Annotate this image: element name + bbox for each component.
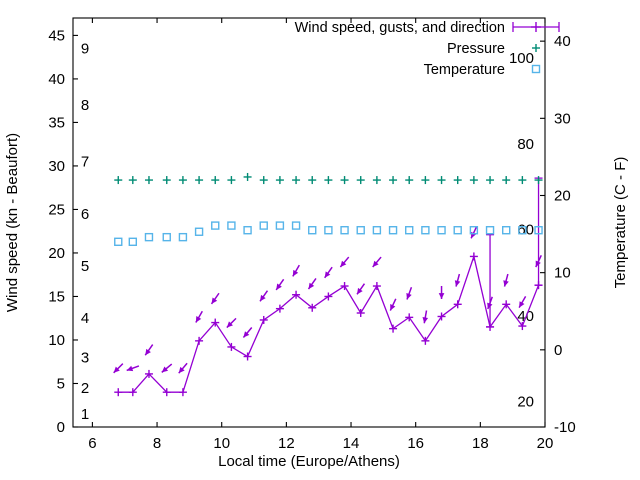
wind-direction-arrowhead	[226, 321, 233, 328]
beaufort-scale-label: 4	[81, 310, 89, 327]
legend-marker-temperature	[531, 64, 541, 74]
temperature-point	[356, 226, 365, 235]
wind-direction-arrowhead	[422, 316, 429, 324]
wind-direction-arrowhead	[487, 302, 493, 310]
x-tick-label: 14	[343, 435, 360, 452]
wind-direction-arrowhead	[438, 293, 445, 299]
temperature-point	[485, 226, 495, 235]
wind-direction-arrowhead	[126, 365, 134, 372]
temperature-point	[388, 226, 398, 235]
wind-direction-arrowhead	[243, 331, 250, 338]
temperature-point	[421, 226, 430, 235]
legend-label-1: Pressure	[447, 41, 505, 57]
temperature-point	[340, 226, 349, 235]
temperature-point	[518, 226, 527, 235]
temperature-point	[144, 232, 154, 242]
fahrenheit-scale-label: 20	[517, 394, 534, 411]
wind-direction-arrowhead	[211, 297, 218, 304]
x-tick-label: 6	[88, 435, 96, 452]
beaufort-scale-label: 2	[81, 380, 89, 397]
y2-tick-label: 30	[554, 110, 571, 127]
y-tick-label: 15	[48, 288, 65, 305]
wind-direction-arrowhead	[372, 260, 379, 268]
beaufort-scale-label: 5	[81, 258, 89, 275]
y2-tick-label: 0	[554, 342, 562, 359]
temperature-point	[243, 226, 252, 235]
y2-tick-label: 40	[554, 33, 571, 50]
temperature-point	[227, 221, 236, 230]
wind-direction-arrowhead	[356, 287, 363, 295]
y-tick-label: 45	[48, 27, 65, 44]
temperature-point	[162, 232, 171, 242]
y-tick-label: 5	[57, 375, 65, 392]
wind-direction-arrowhead	[503, 280, 509, 287]
wind-direction-arrowhead	[390, 304, 396, 311]
wind-direction-arrowhead	[308, 282, 315, 290]
temperature-point	[128, 237, 138, 246]
beaufort-scale-label: 7	[81, 154, 89, 171]
y-tick-label: 20	[48, 245, 65, 262]
x-tick-label: 10	[213, 435, 230, 452]
x-axis-title: Local time (Europe/Athens)	[218, 453, 400, 470]
plot-frame	[72, 17, 546, 428]
x-tick-label: 20	[537, 435, 554, 452]
wind-direction-arrowhead	[195, 315, 202, 323]
temperature-point	[405, 226, 414, 235]
wind-direction-arrowhead	[340, 260, 347, 268]
y2-tick-label: -10	[554, 419, 576, 436]
beaufort-scale-label: 8	[81, 97, 89, 114]
temperature-point	[469, 226, 479, 235]
wind-direction-arrowhead	[145, 348, 151, 356]
fahrenheit-scale-label: 80	[517, 136, 534, 153]
wind-direction-arrowhead	[113, 366, 120, 373]
x-tick-label: 16	[407, 435, 424, 452]
temperature-point	[114, 237, 123, 246]
temperature-point	[324, 226, 333, 235]
wind-direction-arrowhead	[292, 269, 299, 277]
wind-direction-arrowhead	[324, 271, 331, 278]
legend-label-2: Temperature	[424, 62, 505, 78]
temperature-point	[308, 226, 317, 235]
wind-direction-arrowhead	[519, 301, 525, 308]
y-axis-title: Wind speed (kn - Beaufort)	[4, 133, 21, 312]
y-tick-label: 10	[48, 332, 65, 349]
y2-axis-title: Temperature (C - F)	[612, 157, 629, 289]
temperature-point	[372, 226, 382, 235]
temperature-point	[502, 226, 511, 235]
wind-direction-arrowhead	[161, 366, 169, 373]
temperature-point	[211, 221, 220, 230]
temperature-point	[437, 226, 446, 235]
y-tick-label: 0	[57, 419, 65, 436]
temperature-point	[453, 226, 462, 235]
y-tick-label: 35	[48, 114, 65, 131]
wind-direction-arrowhead	[535, 260, 541, 268]
beaufort-scale-label: 3	[81, 349, 89, 366]
temperature-point	[291, 221, 301, 230]
temperature-point	[275, 221, 285, 230]
beaufort-scale-label: 9	[81, 40, 89, 57]
wind-direction-arrowhead	[260, 294, 266, 302]
wind-direction-arrowhead	[406, 292, 412, 300]
x-tick-label: 8	[153, 435, 161, 452]
x-tick-label: 18	[472, 435, 489, 452]
fahrenheit-scale-label: 100	[509, 50, 534, 67]
temperature-point	[259, 221, 268, 230]
y-tick-label: 30	[48, 158, 65, 175]
temperature-point	[178, 232, 188, 242]
y2-tick-label: 10	[554, 265, 571, 282]
beaufort-scale-label: 6	[81, 206, 89, 223]
wind-direction-arrowhead	[178, 366, 185, 374]
wind-direction-arrowhead	[276, 283, 282, 290]
temperature-point	[194, 227, 204, 236]
y2-tick-label: 20	[554, 187, 571, 204]
temperature-point	[534, 226, 543, 235]
x-tick-label: 12	[278, 435, 295, 452]
y-tick-label: 25	[48, 201, 65, 218]
legend-label-0: Wind speed, gusts, and direction	[295, 20, 505, 36]
beaufort-scale-label: 1	[81, 406, 89, 423]
y-tick-label: 40	[48, 71, 65, 88]
wind-direction-arrowhead	[454, 280, 461, 287]
